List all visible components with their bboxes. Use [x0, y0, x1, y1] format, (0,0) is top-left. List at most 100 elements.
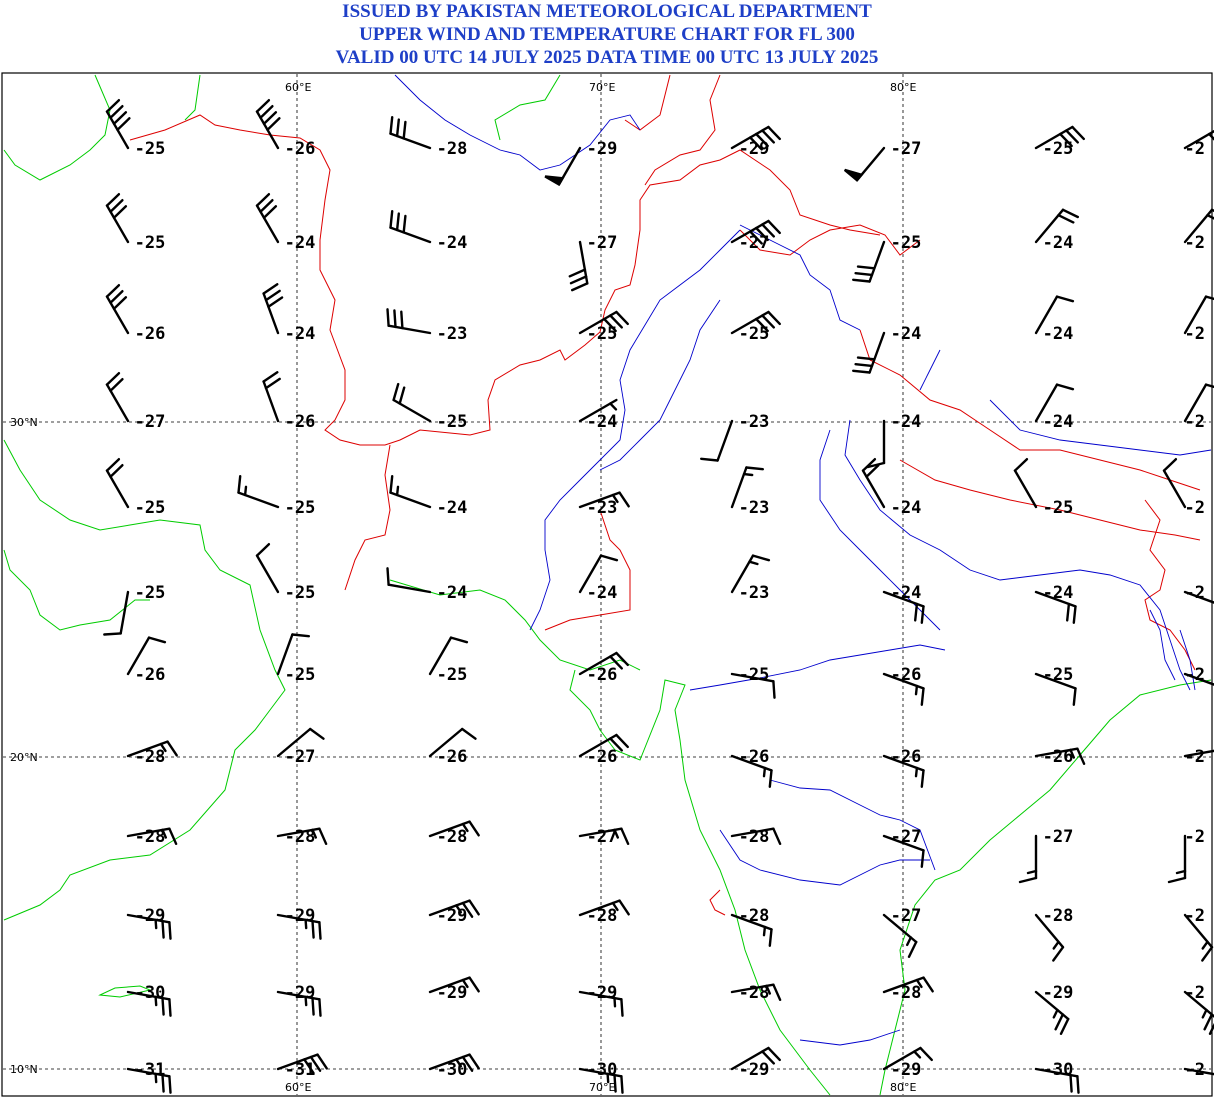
temperature-value: -27	[739, 233, 770, 253]
temperature-value: -27	[587, 827, 618, 847]
temperature-value: -24	[587, 412, 618, 432]
temperature-value: -2	[1185, 324, 1205, 344]
temperature-value: -24	[285, 324, 316, 344]
temperature-value: -2	[1185, 139, 1205, 159]
wind-barb	[1034, 125, 1086, 150]
wind-barb	[882, 1046, 933, 1071]
temperature-value: -29	[135, 906, 166, 926]
wind-barb	[103, 590, 130, 636]
temperature-value: -29	[285, 906, 316, 926]
label-10n: 10°N	[10, 1063, 38, 1076]
wind-barb	[730, 754, 773, 788]
temperature-value: -25	[135, 139, 166, 159]
temperature-value: -25	[587, 324, 618, 344]
border-iran-pakistan	[344, 444, 391, 591]
temperature-value: -25	[285, 498, 316, 518]
wind-barb	[730, 125, 781, 151]
temperature-value: -28	[437, 827, 468, 847]
temperature-value: -30	[135, 983, 166, 1003]
temperature-value: -25	[437, 665, 468, 685]
wind-barb	[578, 990, 624, 1017]
temperature-value: -30	[1043, 1060, 1074, 1080]
temperature-value: -27	[1043, 827, 1074, 847]
temperature-value: -24	[285, 233, 316, 253]
label-60e-top: 60°E	[285, 81, 311, 94]
wind-barb	[1034, 383, 1075, 423]
label-80e-top: 80°E	[890, 81, 916, 94]
temperature-value: -24	[891, 324, 922, 344]
coast-india-west	[569, 669, 831, 1096]
map-canvas: 60°E 70°E 80°E 60°E 70°E 80°E 30°N 20°N …	[1, 72, 1214, 1097]
wind-barb	[276, 1053, 328, 1075]
wind-barb	[882, 976, 934, 994]
wind-barb	[578, 398, 618, 423]
wind-barb	[1183, 749, 1214, 758]
temperature-value: -30	[437, 1060, 468, 1080]
temperature-value: -25	[135, 583, 166, 603]
temperature-value: -25	[891, 233, 922, 253]
coast-north	[184, 74, 201, 121]
temperature-value: -26	[587, 747, 618, 767]
wind-barb	[882, 672, 925, 706]
wind-barb	[1034, 1067, 1080, 1094]
wind-barb	[730, 219, 781, 245]
country-borders	[129, 74, 1201, 916]
label-70e-bottom: 70°E	[589, 1081, 615, 1094]
wind-barb	[866, 419, 886, 469]
temperature-value: -26	[739, 747, 770, 767]
temperature-value: -2	[1185, 233, 1205, 253]
river-ganges-upper	[919, 349, 941, 391]
temperature-value: -23	[739, 498, 770, 518]
wind-barb	[428, 899, 480, 918]
title-chart-type: UPPER WIND AND TEMPERATURE CHART FOR FL …	[359, 24, 855, 45]
temperature-value: -29	[587, 983, 618, 1003]
wind-barb	[386, 308, 432, 335]
temperature-value: -27	[891, 139, 922, 159]
wind-barb	[1162, 458, 1187, 509]
wind-barbs	[103, 99, 1214, 1094]
wind-barb	[428, 727, 477, 758]
wind-barb	[1034, 747, 1086, 765]
wind-barb	[1183, 672, 1214, 686]
label-60e-bottom: 60°E	[285, 1081, 311, 1094]
wind-barb	[428, 976, 480, 994]
wind-barb	[882, 590, 925, 624]
wind-barb	[428, 820, 480, 838]
temperature-value: -25	[739, 324, 770, 344]
title-issuer: ISSUED BY PAKISTAN METEOROLOGICAL DEPART…	[342, 1, 872, 22]
wind-barb	[276, 633, 310, 676]
temperature-value: -24	[891, 498, 922, 518]
border-bangladesh	[1144, 499, 1196, 671]
wind-barb	[262, 371, 281, 423]
temperature-value: -31	[285, 1060, 316, 1080]
temperature-value: -23	[587, 498, 618, 518]
temperature-value: -23	[739, 583, 770, 603]
temperature-value: -29	[1043, 983, 1074, 1003]
temperature-value: -24	[891, 583, 922, 603]
temperature-value: -28	[891, 983, 922, 1003]
wind-barb	[428, 1053, 480, 1072]
wind-barb	[578, 651, 629, 676]
wind-barb	[255, 543, 280, 594]
label-80e-bottom: 80°E	[890, 1081, 916, 1094]
wind-barb	[578, 310, 629, 335]
wind-barb	[578, 733, 629, 758]
wind-barb	[1013, 458, 1038, 509]
wind-barb	[730, 554, 771, 594]
temperature-value: -27	[135, 412, 166, 432]
wind-barb	[126, 827, 178, 845]
coast-gulf-oman	[3, 549, 150, 631]
temperature-value: -26	[135, 324, 166, 344]
temperature-value: -23	[739, 412, 770, 432]
label-30n: 30°N	[10, 416, 38, 429]
temperature-value: -28	[739, 983, 770, 1003]
wind-barb	[126, 913, 172, 940]
wind-barb	[276, 913, 322, 940]
temperature-value: -25	[285, 665, 316, 685]
temperature-value: -30	[587, 1060, 618, 1080]
wind-barb	[126, 990, 172, 1017]
temperature-value: -29	[739, 1060, 770, 1080]
wind-barb	[882, 754, 925, 788]
temperature-value: -25	[135, 233, 166, 253]
river-brahmaputra	[989, 399, 1212, 456]
